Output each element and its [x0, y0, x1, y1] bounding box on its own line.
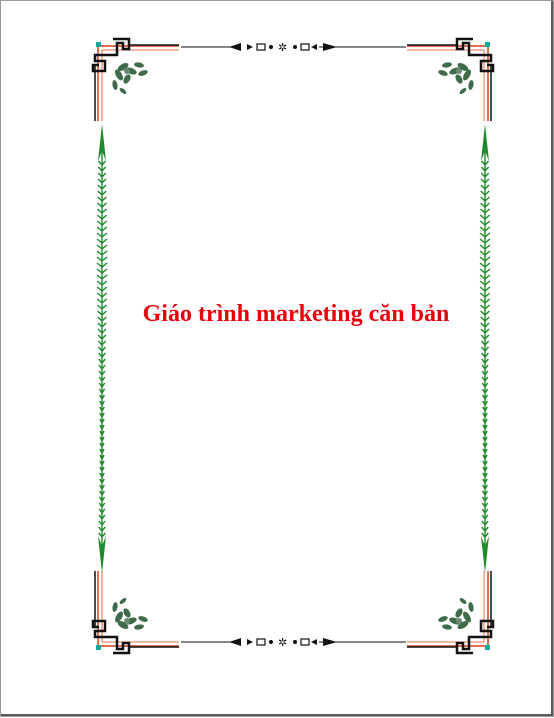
ornament-divider-icon — [180, 40, 407, 55]
vine-border-icon — [96, 151, 491, 546]
floral-corner-icon — [405, 37, 495, 123]
ornament-divider-icon — [180, 635, 407, 650]
floral-corner-icon — [91, 37, 181, 123]
document-title: Giáo trình marketing căn bản — [142, 301, 450, 327]
floral-corner-icon — [405, 569, 495, 655]
floral-corner-icon — [91, 569, 181, 655]
